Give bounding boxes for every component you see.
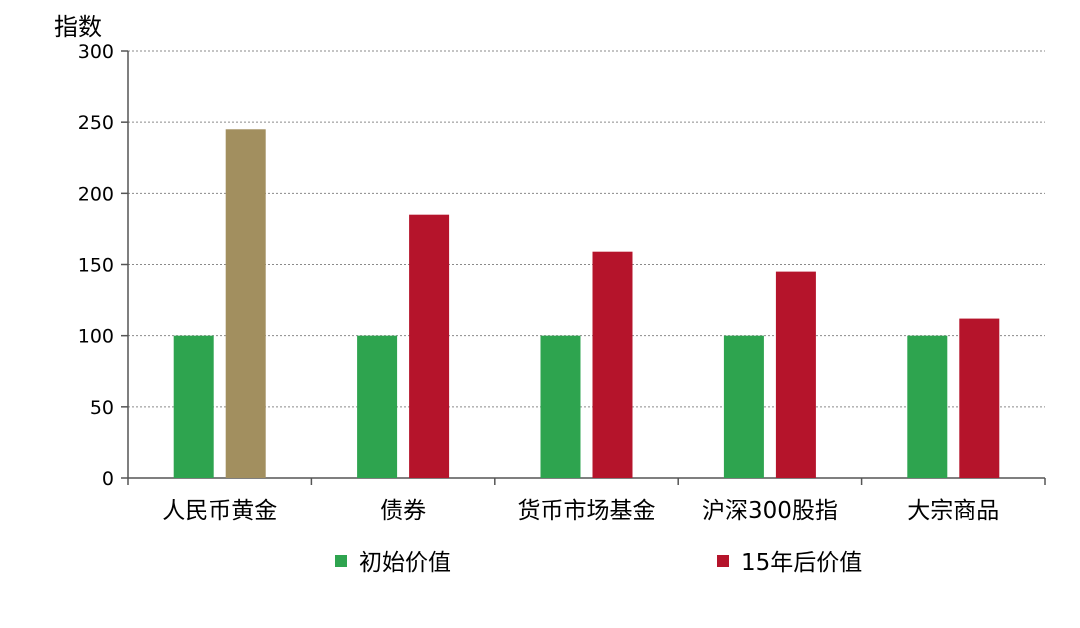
- bar-15yr-value: [225, 129, 266, 479]
- y-tick-label: 150: [78, 255, 114, 277]
- labels-layer: 0 50 100 150 200 250 300 人民币黄金 债券 货币市场基金 沪深300股指 大宗…: [78, 41, 1000, 524]
- axis-layer: [121, 50, 1046, 485]
- bar-initial-value: [723, 335, 764, 478]
- y-tick-label: 200: [78, 183, 114, 205]
- grid-layer: [128, 50, 1045, 408]
- bar-15yr-value: [592, 251, 633, 478]
- bars-layer: [173, 129, 1000, 479]
- bar-15yr-value: [959, 318, 1000, 478]
- bar-initial-value: [357, 335, 398, 478]
- bar-initial-value: [907, 335, 948, 478]
- x-tick-label: 沪深300股指: [702, 498, 838, 524]
- x-tick-label: 货币市场基金: [518, 498, 656, 524]
- y-tick-label: 100: [78, 326, 114, 348]
- bar-15yr-value: [775, 271, 816, 478]
- bar-initial-value: [540, 335, 581, 478]
- x-tick-label: 债券: [380, 498, 426, 524]
- y-tick-label: 50: [90, 397, 114, 419]
- y-tick-label: 250: [78, 112, 114, 134]
- bar-15yr-value: [409, 214, 450, 478]
- legend-swatch: [717, 555, 729, 567]
- x-tick-label: 人民币黄金: [162, 498, 277, 524]
- bar-initial-value: [173, 335, 214, 478]
- y-tick-label: 0: [102, 468, 114, 490]
- y-axis-label: 指数: [54, 13, 102, 41]
- x-tick-label: 大宗商品: [907, 498, 999, 524]
- legend-swatch: [335, 555, 347, 567]
- legend-layer: 初始价值 15年后价值: [335, 550, 862, 576]
- legend-label: 15年后价值: [741, 550, 862, 576]
- y-tick-label: 300: [78, 41, 114, 63]
- legend-label: 初始价值: [359, 550, 451, 576]
